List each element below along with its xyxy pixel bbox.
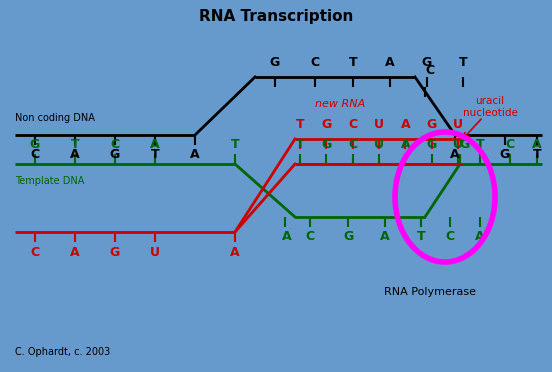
Text: C: C [348, 119, 357, 131]
Text: C: C [30, 148, 40, 161]
Text: new RNA: new RNA [315, 99, 365, 109]
Text: G: G [110, 246, 120, 259]
Text: Template DNA: Template DNA [15, 176, 84, 186]
Text: A: A [380, 231, 390, 244]
Text: Non coding DNA: Non coding DNA [15, 113, 95, 123]
Text: A: A [150, 138, 160, 151]
Text: A: A [230, 246, 240, 259]
Text: T: T [417, 231, 425, 244]
Text: U: U [374, 119, 384, 131]
Text: A: A [450, 148, 460, 161]
Text: C: C [426, 64, 434, 77]
Text: A: A [70, 148, 80, 161]
Text: A: A [401, 138, 410, 151]
Text: G: G [460, 138, 470, 151]
Text: A: A [475, 231, 485, 244]
Text: U: U [150, 246, 160, 259]
Text: C: C [506, 138, 514, 151]
Text: G: G [500, 148, 510, 161]
Text: U: U [453, 138, 463, 151]
Text: G: G [427, 119, 437, 131]
Text: A: A [401, 119, 410, 131]
Text: RNA Polymerase: RNA Polymerase [384, 287, 476, 297]
Text: G: G [427, 138, 437, 151]
Text: C: C [305, 231, 315, 244]
Text: G: G [321, 138, 331, 151]
Text: C: C [110, 138, 120, 151]
Text: T: T [459, 57, 468, 70]
Text: uracil
nucleotide: uracil nucleotide [463, 96, 517, 118]
Text: T: T [231, 138, 240, 151]
Text: RNA Transcription: RNA Transcription [199, 10, 353, 25]
Text: G: G [343, 231, 353, 244]
Text: G: G [321, 119, 331, 131]
Text: T: T [151, 148, 160, 161]
Text: A: A [282, 231, 292, 244]
Text: A: A [70, 246, 80, 259]
Text: C: C [30, 246, 40, 259]
Text: G: G [110, 148, 120, 161]
Text: G: G [422, 57, 432, 70]
Text: U: U [374, 138, 384, 151]
Text: C: C [310, 57, 320, 70]
Text: T: T [476, 138, 484, 151]
Text: U: U [453, 119, 463, 131]
Text: T: T [296, 138, 304, 151]
Text: A: A [385, 57, 395, 70]
Text: T: T [533, 148, 542, 161]
Text: T: T [71, 138, 79, 151]
Text: G: G [270, 57, 280, 70]
Text: T: T [349, 57, 357, 70]
Text: A: A [532, 138, 542, 151]
Text: C. Ophardt, c. 2003: C. Ophardt, c. 2003 [15, 347, 110, 357]
Text: G: G [30, 138, 40, 151]
Text: C: C [445, 231, 454, 244]
Text: C: C [348, 138, 357, 151]
Text: T: T [296, 119, 304, 131]
Text: A: A [190, 148, 200, 161]
